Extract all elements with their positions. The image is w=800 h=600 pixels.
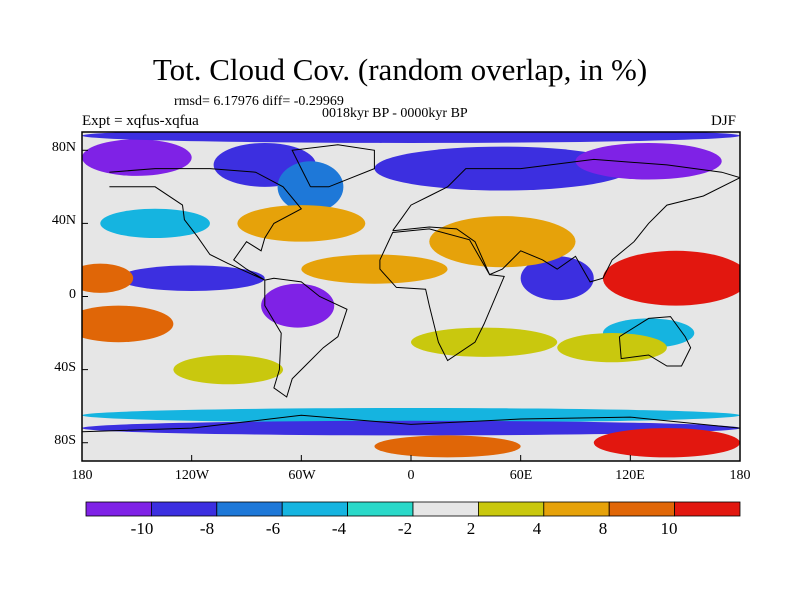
colorbar-swatch	[543, 501, 610, 517]
colorbar-swatch	[150, 501, 218, 517]
coastline	[109, 168, 303, 281]
anomaly-region	[82, 407, 740, 423]
anomaly-region	[82, 305, 174, 343]
period-label: 0018kyr BP - 0000kyr BP	[322, 106, 468, 121]
anomaly-region	[82, 139, 192, 176]
colorbar-swatch	[85, 501, 152, 517]
anomaly-region	[301, 254, 448, 284]
colorbar-label: -4	[331, 519, 347, 538]
colorbar-swatch	[216, 501, 283, 517]
lon-label: 0	[407, 468, 415, 483]
lon-label: 60E	[509, 468, 533, 483]
anomaly-region	[237, 205, 366, 242]
axis-ticks	[81, 149, 741, 461]
coastline	[392, 158, 740, 283]
colorbar-swatch	[347, 501, 414, 517]
anomaly-region	[82, 132, 740, 143]
colorbar-swatch	[281, 501, 349, 517]
anomaly-region	[118, 265, 265, 292]
lat-label: 40S	[54, 360, 76, 375]
coastlines	[82, 144, 740, 433]
colorbar-label: 2	[466, 519, 476, 538]
anomaly-region	[277, 161, 344, 213]
plot-title: Tot. Cloud Cov. (random overlap, in %)	[152, 52, 648, 87]
lat-label: 0	[69, 287, 76, 302]
lon-label: 60W	[288, 468, 316, 483]
lon-label: 120E	[615, 468, 645, 483]
anomaly-region	[575, 142, 722, 180]
colorbar-label: -2	[397, 519, 413, 538]
season-label: DJF	[711, 113, 737, 129]
lon-label: 180	[71, 468, 93, 483]
colorbar-label: -8	[199, 519, 215, 538]
anomaly-region	[261, 283, 335, 328]
lon-label: 180	[729, 468, 751, 483]
coastline	[82, 414, 740, 433]
stats-label: rmsd= 6.17976 diff= -0.29969	[174, 94, 344, 109]
colorbar-label: -6	[265, 519, 281, 538]
lon-label: 120W	[174, 468, 210, 483]
anomaly-region	[593, 428, 740, 458]
coastline	[264, 277, 348, 398]
lat-label: 80N	[51, 140, 76, 155]
anomaly-region	[429, 216, 576, 268]
anomaly-region	[82, 263, 134, 293]
colorbar-label: -10	[130, 519, 154, 538]
anomaly-region	[100, 208, 210, 239]
coastline	[291, 144, 375, 188]
colorbar	[85, 501, 741, 517]
experiment-label: Expt = xqfus-xqfua	[82, 113, 199, 129]
lat-label: 40N	[51, 213, 76, 228]
anomaly-region	[173, 354, 284, 385]
colorbar-swatch	[412, 501, 479, 517]
colorbar-label: 8	[598, 519, 608, 538]
anomaly-region	[82, 420, 740, 436]
colorbar-label: 10	[660, 519, 678, 538]
anomaly-region	[557, 333, 667, 363]
coastline	[379, 228, 505, 362]
anomaly-region	[520, 256, 594, 301]
anomaly-region	[411, 327, 558, 357]
coastline	[618, 316, 692, 367]
map-field	[82, 132, 740, 461]
lat-label: 80S	[54, 433, 76, 448]
anomaly-region	[374, 435, 521, 458]
anomaly-region	[602, 250, 740, 306]
colorbar-swatch	[608, 501, 676, 517]
colorbar-swatch	[674, 501, 741, 517]
colorbar-swatch	[477, 501, 545, 517]
colorbar-label: 4	[532, 519, 542, 538]
